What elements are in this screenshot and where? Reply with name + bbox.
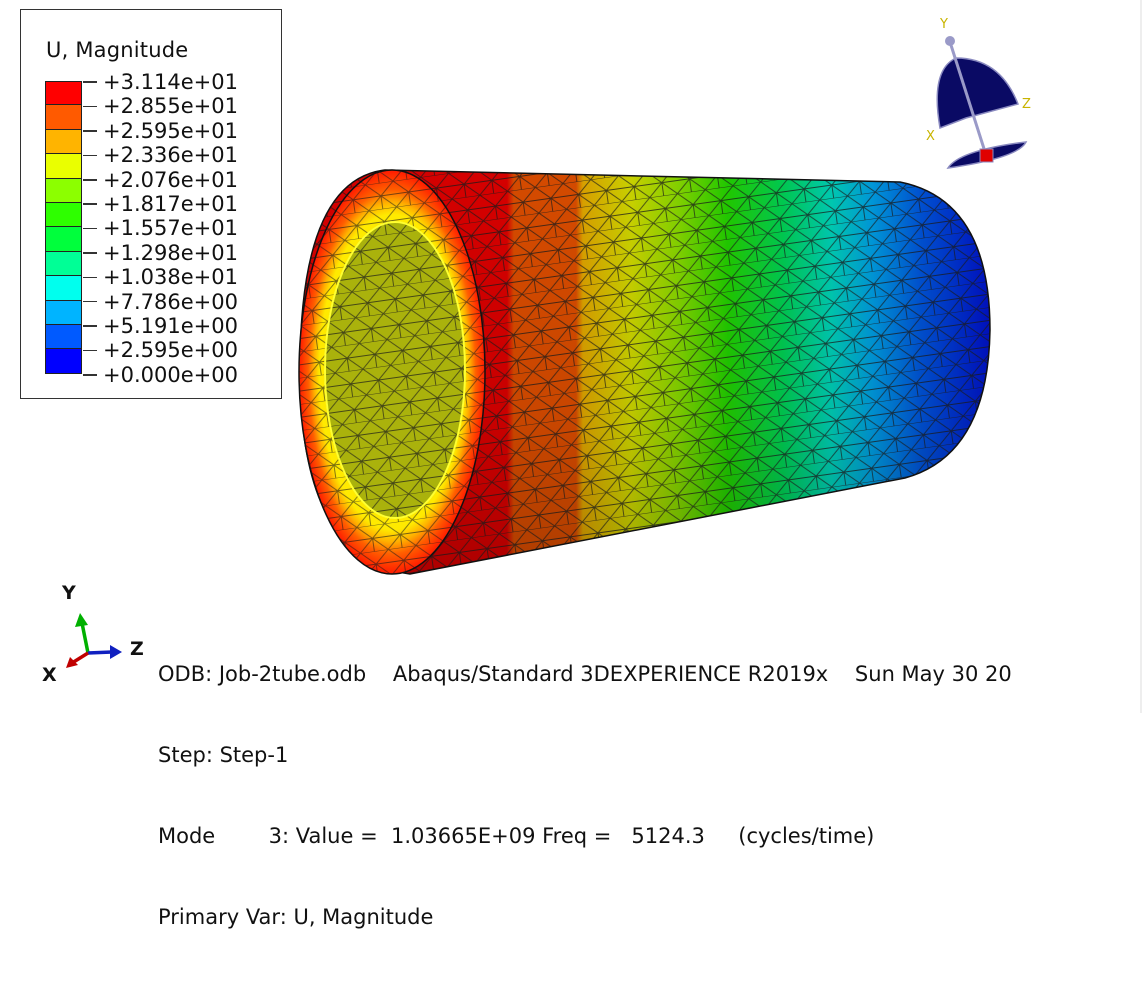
- info-odb-line: ODB: Job-2tube.odb Abaqus/Standard 3DEXP…: [158, 662, 1012, 686]
- legend-swatch: [45, 105, 82, 130]
- info-primary-var-line: Primary Var: U, Magnitude: [158, 905, 434, 929]
- viewport[interactable]: U, Magnitude +3.114e+01 +2.855e+01 +2.59…: [0, 0, 1142, 928]
- legend-swatch: [45, 81, 82, 106]
- triad-y-label: Y: [939, 17, 948, 32]
- contour-legend: U, Magnitude +3.114e+01 +2.855e+01 +2.59…: [20, 9, 282, 399]
- legend-labels: +3.114e+01 +2.855e+01 +2.595e+01 +2.336e…: [83, 70, 238, 387]
- legend-value: +1.817e+01: [103, 191, 238, 216]
- legend-title: U, Magnitude: [46, 38, 189, 62]
- axis-x-arrow: [71, 651, 89, 665]
- view-cube-triad[interactable]: Y Z X: [900, 10, 1050, 180]
- legend-value: +2.855e+01: [103, 94, 238, 119]
- legend-value: +1.557e+01: [103, 216, 238, 241]
- legend-value: +7.786e+00: [103, 289, 238, 314]
- legend-swatch: [45, 202, 82, 228]
- legend-swatch: [45, 227, 82, 252]
- legend-swatch: [45, 154, 82, 179]
- legend-value: +1.038e+01: [103, 265, 238, 290]
- legend-value: +1.298e+01: [103, 240, 238, 265]
- viewport-info-block: ODB: Job-2tube.odb Abaqus/Standard 3DEXP…: [158, 604, 1012, 984]
- axis-z-label: Z: [130, 638, 144, 660]
- legend-value: +2.595e+00: [103, 338, 238, 363]
- legend-swatch: [45, 300, 82, 325]
- info-mode-line: Mode 3: Value = 1.03665E+09 Freq = 5124.…: [158, 824, 875, 848]
- legend-swatch: [45, 349, 82, 374]
- legend-color-bar: [45, 81, 82, 374]
- axis-y-label: Y: [61, 582, 76, 604]
- legend-value: +2.076e+01: [103, 167, 238, 192]
- axis-y-arrow: [80, 622, 90, 654]
- legend-value: +3.114e+01: [103, 70, 238, 94]
- legend-swatch: [45, 276, 82, 301]
- triad-center-marker: [979, 148, 994, 163]
- legend-value: +2.595e+01: [103, 118, 238, 143]
- legend-value: +5.191e+00: [103, 313, 238, 338]
- info-step-line: Step: Step-1: [158, 743, 289, 767]
- triad-z-label: Z: [1022, 97, 1031, 112]
- legend-value: +2.336e+01: [103, 143, 238, 168]
- viewport-edge: [1140, 0, 1142, 713]
- tube-model[interactable]: [0, 0, 1142, 713]
- triad-upper-shell: [936, 57, 1020, 130]
- legend-value: +0.000e+00: [103, 362, 238, 387]
- axis-triad: Y Z X: [42, 582, 144, 685]
- axis-x-label: X: [42, 664, 57, 685]
- triad-x-label: X: [926, 129, 935, 144]
- legend-swatch: [45, 251, 82, 277]
- legend-swatch: [45, 324, 82, 350]
- axis-z-arrow: [87, 650, 113, 655]
- legend-swatch: [45, 129, 82, 155]
- legend-swatch: [45, 178, 82, 203]
